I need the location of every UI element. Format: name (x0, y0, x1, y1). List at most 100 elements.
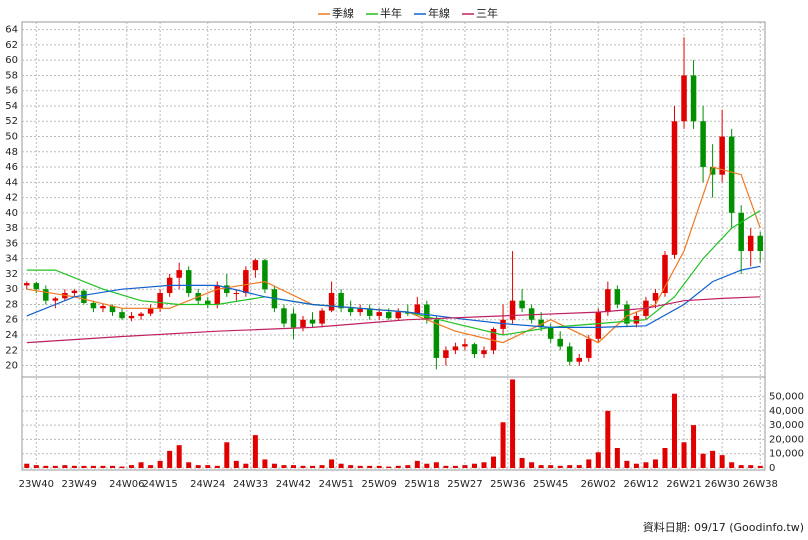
volume-bar (691, 425, 697, 468)
candle-body (576, 357, 582, 362)
volume-bar (700, 453, 706, 468)
candle-body (185, 270, 192, 294)
candle-body (281, 308, 287, 324)
volume-bar (205, 465, 211, 468)
y-tick-label: 46 (5, 162, 18, 173)
candle-body (624, 304, 630, 324)
volume-bar (643, 462, 649, 468)
volume-bar (452, 465, 458, 468)
volume-bar (519, 458, 525, 468)
x-tick-label: 24W15 (142, 479, 177, 490)
y-tick-label: 38 (5, 223, 18, 234)
candle-body (262, 260, 268, 290)
y-tick-label: 32 (5, 269, 18, 280)
source-note: 資料日期: 09/17 (Goodinfo.tw) (643, 520, 804, 534)
volume-bar (281, 465, 287, 468)
candle-body (443, 350, 449, 358)
volume-bar (405, 465, 411, 468)
x-tick-label: 24W24 (190, 479, 225, 490)
volume-tick-label: 10,000 (769, 449, 804, 460)
y-tick-label: 40 (5, 208, 18, 219)
candle-body (309, 319, 316, 324)
x-tick-label: 24W06 (109, 479, 144, 490)
legend-label: 年線 (428, 6, 450, 20)
y-tick-label: 42 (5, 193, 18, 204)
volume-bar (43, 465, 49, 468)
volume-bar (338, 463, 344, 468)
volume-bar (738, 465, 744, 468)
volume-bar (557, 465, 563, 468)
volume-bar (52, 465, 58, 468)
volume-bar (433, 462, 439, 468)
candle-body (119, 312, 125, 319)
candle-body (205, 300, 211, 305)
x-tick-label: 26W38 (743, 479, 778, 490)
volume-bar (157, 460, 163, 468)
volume-bar (633, 463, 639, 468)
volume-bar (329, 459, 335, 468)
candle-body (290, 313, 297, 328)
y-tick-label: 56 (5, 86, 18, 97)
volume-bar (357, 465, 363, 468)
candle-body (424, 304, 430, 320)
x-tick-label: 26W02 (581, 479, 616, 490)
volume-bar (148, 465, 154, 468)
candle-body (738, 212, 744, 252)
candle-body (395, 312, 402, 319)
volume-bar (243, 463, 249, 468)
y-tick-label: 58 (5, 70, 18, 81)
candle-body (671, 121, 678, 255)
candle-body (681, 75, 687, 122)
candle-body (100, 306, 106, 309)
candle-body (300, 319, 306, 328)
volume-bar (729, 462, 735, 468)
y-tick-label: 62 (5, 40, 18, 51)
candle-body (176, 270, 182, 278)
volume-bar (290, 465, 296, 468)
volume-bar (186, 462, 192, 468)
volume-bar (109, 465, 115, 468)
x-tick-label: 26W30 (704, 479, 739, 490)
volume-bar (500, 422, 506, 468)
candle-body (633, 315, 640, 324)
volume-bar (33, 465, 39, 468)
volume-bar (386, 466, 392, 468)
volume-bar (271, 463, 277, 468)
candle-body (414, 304, 421, 314)
candle-body (52, 298, 59, 301)
volume-bar (414, 460, 420, 468)
candle-body (319, 310, 325, 324)
volume-bar (62, 465, 68, 468)
legend-label: 半年 (380, 6, 402, 20)
candle-body (690, 75, 697, 122)
y-tick-label: 44 (5, 177, 18, 188)
candle-body (224, 285, 230, 294)
volume-bar (471, 463, 477, 468)
candle-body (519, 300, 525, 309)
candle-body (709, 167, 716, 175)
candle-body (347, 308, 354, 313)
x-tick-label: 24W42 (276, 479, 311, 490)
candle-body (376, 312, 382, 316)
volume-bar (24, 463, 30, 468)
y-tick-label: 36 (5, 238, 18, 249)
volume-bar (595, 452, 601, 468)
candle-body (595, 312, 602, 339)
candle-body (662, 254, 668, 294)
candle-body (33, 283, 40, 290)
y-tick-label: 64 (5, 25, 18, 36)
volume-bar (710, 450, 716, 468)
x-tick-label: 23W49 (61, 479, 96, 490)
volume-bar (719, 455, 725, 468)
candle-body (509, 300, 516, 320)
volume-bar (376, 465, 382, 468)
y-tick-label: 34 (5, 254, 18, 265)
candle-body (90, 302, 97, 309)
volume-bar (567, 465, 573, 468)
volume-bar (748, 465, 754, 468)
volume-bar (90, 465, 96, 468)
volume-bar (757, 465, 763, 468)
candle-body (109, 306, 116, 313)
volume-bar (538, 465, 544, 468)
volume-bar (662, 448, 668, 468)
